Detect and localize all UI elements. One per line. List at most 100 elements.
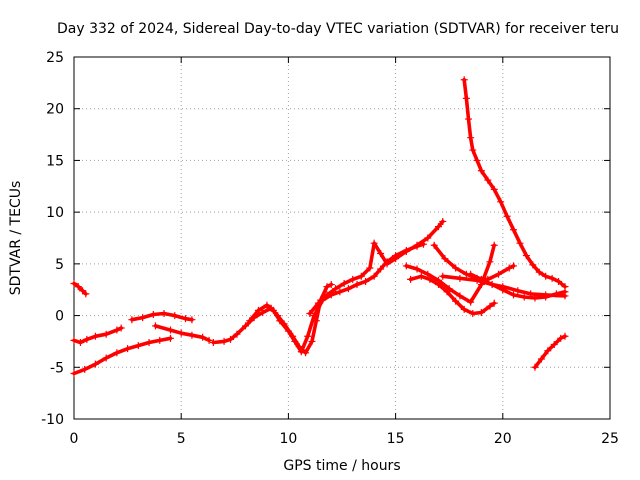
data-point [74,283,82,291]
data-point [242,322,250,330]
data-point [555,277,563,285]
data-point [188,331,196,339]
data-point [392,255,400,263]
x-tick-label: 5 [177,431,186,447]
data-point [332,285,340,293]
data-point [357,272,365,280]
data-point [452,297,460,305]
data-point [527,290,535,298]
data-point [417,272,425,280]
data-point [82,290,90,298]
data-point [188,316,196,324]
data-point [557,334,565,342]
data-point [156,336,164,344]
data-point [124,345,132,353]
series-arc-3 [70,334,174,377]
data-point [323,283,331,291]
data-point [486,302,494,310]
series-arc-15 [531,332,569,371]
data-point [102,354,110,362]
data-point [499,283,507,291]
series-trace [308,219,445,316]
data-point [70,369,78,377]
data-point [477,167,485,175]
data-point [362,277,370,285]
y-tick-label: 20 [46,102,64,118]
data-point [413,265,421,273]
data-point [205,336,213,344]
data-point [113,326,121,334]
data-point [542,272,550,280]
data-point [550,341,558,349]
data-point [344,285,352,293]
data-point [79,287,87,295]
data-point [469,146,477,154]
data-point [323,291,331,299]
x-tick-label: 20 [494,431,512,447]
data-point [505,264,513,272]
data-series [70,76,569,377]
data-point [439,217,447,225]
data-point [76,338,84,346]
data-point [259,308,267,316]
data-point [467,134,475,142]
data-point [308,337,316,345]
y-tick-label: 25 [46,50,64,66]
data-point [276,317,284,325]
data-point [149,311,157,319]
data-point [383,260,391,268]
data-point [177,329,185,337]
data-point [291,337,299,345]
plot-frame [73,56,611,420]
data-point [460,76,468,84]
data-point [456,274,464,282]
data-point [306,310,314,318]
data-point [310,312,318,320]
data-point [434,276,442,284]
y-tick-label: 5 [55,257,64,273]
data-point [544,347,552,355]
data-point [402,262,410,270]
axis-ticks: 0 5 10 15 20 25 -10 -5 0 5 10 15 20 25 [41,50,619,447]
data-point [490,299,498,307]
data-point [102,330,110,338]
data-point [254,306,262,314]
data-point [490,185,498,193]
data-point [366,264,374,272]
y-axis-label: SDTVAR / TECUs [8,181,24,296]
data-point [70,280,78,288]
data-point [70,336,78,344]
data-point [336,288,344,296]
data-point [522,252,530,260]
x-axis-label: GPS time / hours [283,458,400,474]
series-arc-5 [151,322,213,344]
data-point [145,338,153,346]
data-point [327,281,335,289]
data-point [477,308,485,316]
data-point [209,338,217,346]
series-trace [72,281,88,296]
data-point [304,332,312,340]
data-point [529,261,537,269]
data-point [434,223,442,231]
data-point [117,324,125,332]
data-point [462,94,470,102]
data-point [473,276,481,284]
data-point [537,355,545,363]
x-tick-label: 0 [70,431,79,447]
data-point [353,281,361,289]
data-point [139,314,147,322]
data-point [233,330,241,338]
data-point [402,247,410,255]
data-point [370,239,378,247]
series-arc-14 [439,272,569,300]
data-point [91,360,99,368]
data-point [510,291,518,299]
y-tick-label: -10 [41,412,64,428]
y-tick-label: 0 [55,309,64,325]
x-tick-label: 25 [601,431,619,447]
series-arc-6 [209,281,335,357]
data-point [548,274,556,282]
series-trace [462,78,567,289]
